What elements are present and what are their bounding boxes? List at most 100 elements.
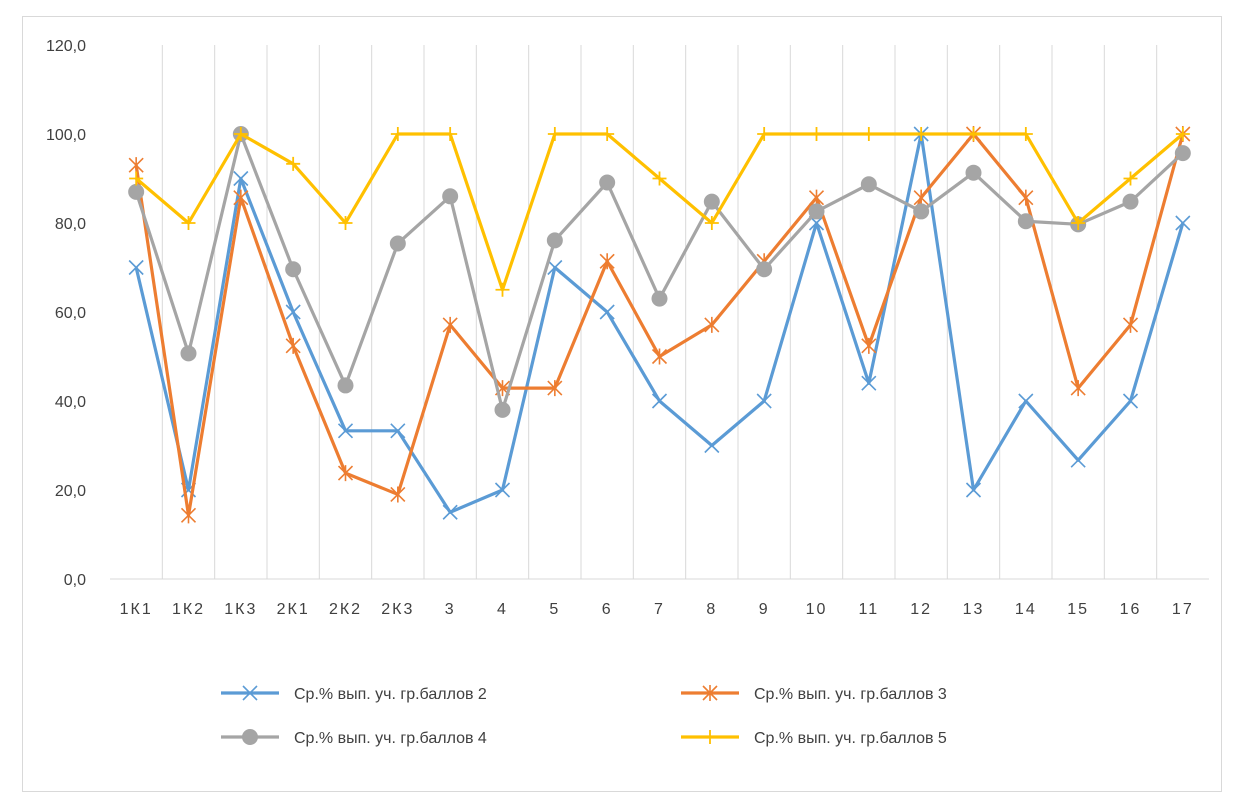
data-point-series-1 (285, 304, 301, 320)
y-tick-label: 40,0 (55, 394, 86, 411)
data-point-series-3 (389, 235, 406, 252)
data-point-series-1 (494, 482, 511, 498)
x-tick-label: 9 (759, 601, 770, 618)
data-point-series-4 (914, 127, 929, 141)
x-tick-label: 5 (549, 601, 560, 618)
data-point-series-4 (129, 171, 144, 186)
data-point-series-2 (913, 189, 929, 206)
data-point-series-4 (704, 216, 719, 230)
data-point-series-2 (808, 189, 825, 206)
data-point-series-1 (128, 259, 144, 276)
data-point-series-1 (756, 393, 772, 409)
data-point-series-3 (442, 188, 459, 205)
x-tick-label: 11 (859, 601, 880, 618)
legend-label: Ср.% вып. уч. гр.баллов 3 (754, 686, 947, 703)
legend-marker (703, 730, 717, 744)
data-point-series-4 (966, 127, 981, 141)
data-point-series-2 (599, 253, 615, 270)
x-tick-label: 16 (1120, 601, 1142, 618)
y-tick-label: 120,0 (46, 38, 86, 55)
data-point-series-1 (1070, 452, 1086, 468)
data-point-series-4 (652, 171, 667, 186)
data-point-series-3 (285, 261, 302, 278)
data-point-series-3 (337, 377, 354, 394)
x-tick-label: 14 (1015, 601, 1037, 618)
x-tick-label: 13 (963, 601, 985, 618)
y-tick-label: 80,0 (55, 216, 86, 233)
data-point-series-1 (599, 304, 615, 320)
y-tick-label: 0,0 (64, 572, 86, 589)
data-point-series-2 (128, 157, 144, 174)
data-point-series-2 (233, 189, 249, 206)
data-point-series-3 (913, 203, 930, 220)
x-tick-label: 15 (1067, 601, 1089, 618)
y-tick-label: 100,0 (46, 127, 86, 144)
data-point-series-3 (1122, 193, 1139, 210)
x-tick-label: 2К3 (381, 601, 414, 618)
data-point-series-3 (965, 164, 982, 181)
legend-marker (242, 685, 258, 701)
data-point-series-2 (861, 337, 877, 354)
data-point-series-3 (494, 401, 511, 418)
data-point-series-3 (756, 261, 773, 278)
data-point-series-1 (233, 170, 249, 187)
data-point-series-4 (181, 216, 196, 230)
x-tick-label: 4 (497, 601, 508, 618)
data-point-series-4 (1175, 127, 1190, 141)
data-point-series-4 (286, 156, 301, 171)
data-point-series-1 (1018, 393, 1034, 409)
x-tick-label: 1К2 (172, 601, 205, 618)
data-point-series-4 (600, 127, 615, 141)
data-point-series-2 (651, 348, 668, 365)
legend-marker (242, 729, 258, 745)
x-tick-label: 2К1 (277, 601, 310, 618)
data-point-series-2 (547, 380, 563, 397)
data-point-series-1 (1122, 393, 1139, 409)
data-point-series-2 (1018, 189, 1034, 206)
data-point-series-2 (704, 316, 720, 333)
data-point-series-4 (1018, 127, 1033, 141)
x-tick-label: 7 (654, 601, 665, 618)
data-point-series-4 (233, 127, 248, 141)
data-point-series-2 (1070, 380, 1086, 397)
data-point-series-2 (390, 486, 406, 503)
x-tick-label: 12 (910, 601, 932, 618)
x-tick-label: 8 (706, 601, 717, 618)
legend-label: Ср.% вып. уч. гр.баллов 4 (294, 730, 487, 747)
data-point-series-3 (180, 345, 197, 362)
data-point-series-1 (337, 423, 354, 439)
x-tick-label: 1К1 (120, 601, 153, 618)
data-point-series-4 (1123, 171, 1138, 186)
data-point-series-4 (390, 127, 405, 141)
data-point-series-1 (390, 423, 406, 439)
x-tick-label: 3 (445, 601, 456, 618)
data-point-series-4 (757, 127, 772, 141)
data-point-series-3 (703, 193, 720, 210)
data-point-series-2 (285, 337, 301, 354)
data-point-series-3 (651, 290, 668, 307)
data-point-series-4 (495, 282, 510, 297)
data-point-series-2 (442, 316, 458, 333)
x-tick-label: 2К2 (329, 601, 362, 618)
legend-label: Ср.% вып. уч. гр.баллов 2 (294, 686, 487, 703)
legend-marker (702, 685, 718, 701)
chart-area: 0,0 20,0 40,0 60,0 80,0 100,0 120,0 1К1 1К2 1К3 2К… (22, 16, 1222, 792)
data-point-series-3 (599, 174, 616, 191)
data-point-series-2 (337, 465, 354, 482)
data-point-series-1 (547, 259, 563, 276)
x-tick-label: 17 (1172, 601, 1194, 618)
data-point-series-3 (860, 176, 877, 193)
legend-label: Ср.% вып. уч. гр.баллов 5 (754, 730, 947, 747)
data-point-series-1 (965, 482, 982, 498)
data-point-series-3 (1174, 145, 1191, 162)
line-chart: 0,0 20,0 40,0 60,0 80,0 100,0 120,0 1К1 1К2 1К3 2К… (46, 38, 1209, 747)
data-point-series-1 (651, 393, 668, 409)
data-point-series-4 (547, 127, 562, 141)
data-point-series-2 (1122, 316, 1139, 333)
data-point-series-3 (546, 232, 563, 249)
data-point-series-2 (180, 507, 197, 524)
x-tick-label: 10 (806, 601, 828, 618)
x-tick-label: 1К3 (224, 601, 257, 618)
data-point-series-3 (128, 183, 145, 200)
data-point-series-4 (809, 127, 824, 141)
